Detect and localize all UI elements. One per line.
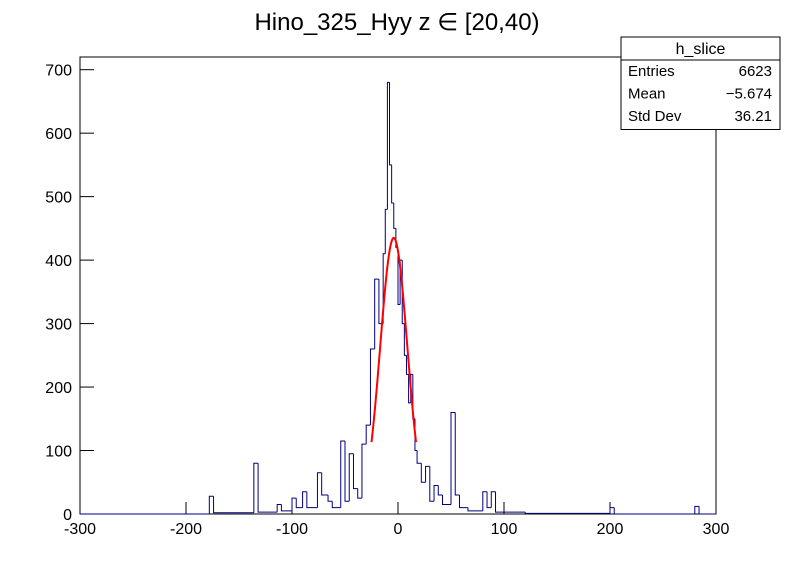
histogram-bin xyxy=(609,507,615,514)
histogram-bin xyxy=(257,463,278,513)
histogram-bin xyxy=(321,472,329,496)
histogram-bin xyxy=(291,497,297,511)
histogram-bin xyxy=(352,453,358,490)
y-tick-label: 400 xyxy=(45,253,72,270)
histogram-bin xyxy=(613,507,695,515)
histogram-bin xyxy=(316,472,322,508)
stats-label: Entries xyxy=(628,63,675,80)
histogram-bin xyxy=(482,491,488,511)
histogram-bin xyxy=(442,494,451,505)
histogram-bin xyxy=(369,348,375,426)
histogram-bin xyxy=(331,501,341,509)
histogram-bin xyxy=(405,355,409,375)
y-tick-label: 0 xyxy=(63,507,72,524)
histogram-bin xyxy=(276,503,282,513)
histogram-bin xyxy=(306,491,318,509)
histogram-bin xyxy=(340,440,345,508)
x-tick-label: 100 xyxy=(491,521,518,538)
histogram-bin xyxy=(397,247,401,306)
stats-value: 36.21 xyxy=(734,108,772,125)
histogram-bin xyxy=(389,82,392,166)
fit-curve xyxy=(370,236,418,443)
x-tick-label: -300 xyxy=(64,521,96,538)
histogram-bin xyxy=(280,504,292,512)
histogram-bin xyxy=(437,485,443,496)
stats-value: 6623 xyxy=(739,63,772,80)
stats-box xyxy=(620,36,781,130)
histogram-bin xyxy=(416,450,422,464)
histogram-bin xyxy=(495,491,526,513)
histogram-bin xyxy=(698,506,716,515)
histogram-bin xyxy=(361,443,367,499)
histogram-bin xyxy=(344,441,350,502)
histogram-bin xyxy=(213,496,254,514)
histogram-bin xyxy=(425,465,430,483)
y-tick-label: 500 xyxy=(45,190,72,207)
stats-label: Mean xyxy=(628,86,666,103)
histogram-bin xyxy=(403,323,407,356)
histogram-bin xyxy=(253,462,259,513)
y-tick-label: 100 xyxy=(45,444,72,461)
histogram-bin xyxy=(420,463,426,483)
histogram-bin xyxy=(327,494,333,502)
histogram-bin xyxy=(386,81,390,210)
stats-label: Std Dev xyxy=(628,108,682,125)
x-tick-label: 300 xyxy=(703,521,730,538)
histogram-bin xyxy=(454,412,460,496)
histogram-bin xyxy=(433,484,439,502)
histogram-bin xyxy=(357,488,362,499)
histogram-bin xyxy=(295,498,303,509)
x-tick-label: 0 xyxy=(394,521,403,538)
histogram-bin xyxy=(486,491,492,509)
y-tick-label: 600 xyxy=(45,126,72,143)
stats-title: h_slice xyxy=(676,41,726,58)
histogram-bin xyxy=(429,466,435,502)
stats-value: −5.674 xyxy=(726,86,772,103)
histogram-bin xyxy=(694,505,700,514)
histogram-bin xyxy=(384,208,388,254)
chart-title: Hino_325_Hyy z ∈ [20,40) xyxy=(254,9,539,36)
histogram-bin xyxy=(391,164,394,204)
histogram-bin xyxy=(208,495,214,514)
histogram-bin xyxy=(524,512,610,514)
x-tick-label: -100 xyxy=(276,521,308,538)
x-tick-label: 200 xyxy=(597,521,624,538)
histogram-bin xyxy=(302,491,307,508)
x-tick-label: -200 xyxy=(170,521,202,538)
histogram-bin xyxy=(374,278,379,349)
y-tick-label: 700 xyxy=(45,63,72,80)
histogram-bin xyxy=(348,453,354,502)
histogram-bin xyxy=(458,494,468,509)
histogram-bin xyxy=(365,424,371,445)
histogram-bin xyxy=(467,507,483,512)
histogram-bin xyxy=(408,374,411,404)
histogram-bin xyxy=(490,491,496,508)
histogram-bin xyxy=(393,202,396,229)
y-tick-label: 300 xyxy=(45,317,72,334)
histogram-bin xyxy=(450,411,456,505)
y-tick-label: 200 xyxy=(45,380,72,397)
